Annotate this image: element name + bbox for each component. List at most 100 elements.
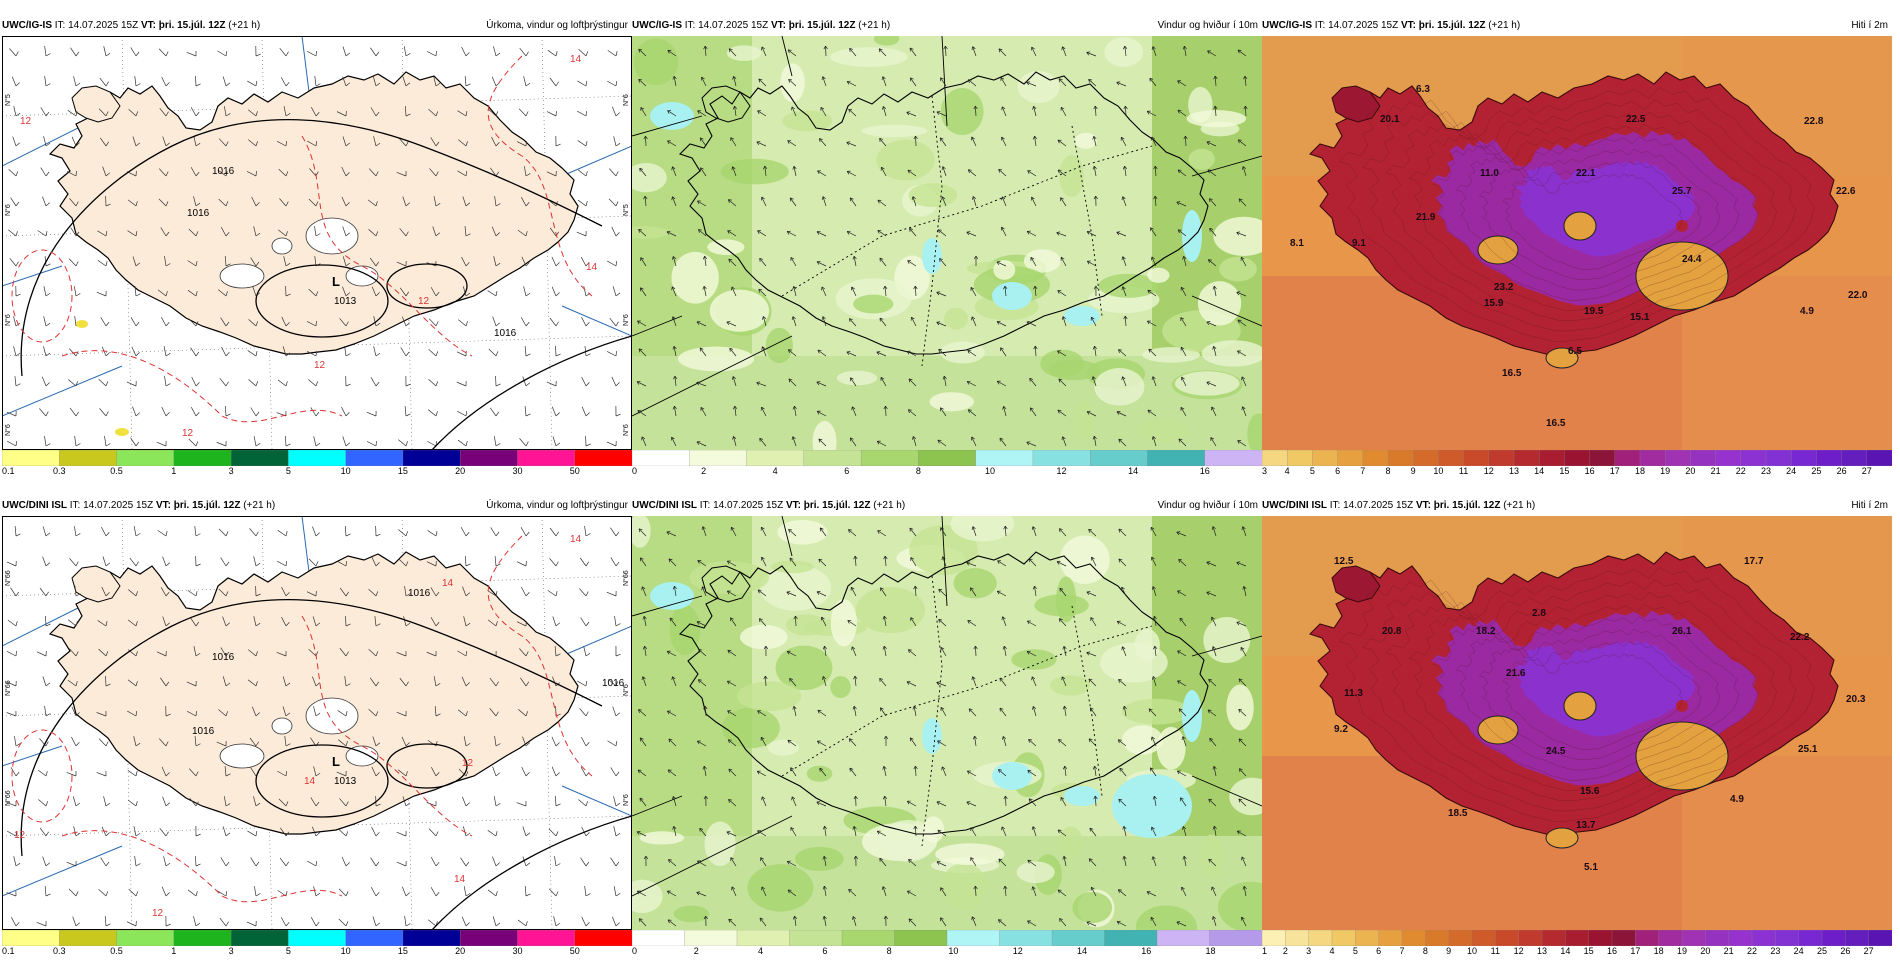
legend-tick-label: 21 <box>1711 466 1721 476</box>
temperature-label: 12 <box>14 830 26 841</box>
temperature-value-label: 22.0 <box>1848 290 1868 301</box>
wind-speed-field <box>632 36 1262 450</box>
legend-tick-label: 15 <box>398 466 408 476</box>
legend-swatch <box>1489 450 1515 466</box>
temperature-label: 12 <box>182 428 194 439</box>
temperature-label: 12 <box>418 296 430 307</box>
temperature-value-label: 16.5 <box>1546 418 1566 429</box>
legend-colorbar <box>1262 450 1892 466</box>
legend-tick-label: 16 <box>1200 466 1210 476</box>
legend-tick-label: 14 <box>1077 946 1087 956</box>
legend-swatch <box>1665 450 1691 466</box>
legend-swatch <box>1799 930 1823 946</box>
legend-tick-label: 19 <box>1677 946 1687 956</box>
legend-tick-label: 8 <box>887 946 892 956</box>
temperature-label: 14 <box>570 534 582 545</box>
legend-tick-label: 16 <box>1141 946 1151 956</box>
legend-swatch <box>1845 930 1869 946</box>
legend-tick-label: 11 <box>1491 946 1500 956</box>
weather-map[interactable] <box>632 36 1262 450</box>
temperature-value-label: 11.0 <box>1480 168 1499 179</box>
legend-swatch <box>1542 930 1566 946</box>
legend-swatch <box>1464 450 1490 466</box>
legend-swatch <box>288 450 346 466</box>
temperature-value-label: 23.2 <box>1494 282 1514 293</box>
legend-swatch <box>1514 450 1540 466</box>
legend-swatch <box>685 930 738 946</box>
legend-tick-label: 15 <box>1584 946 1594 956</box>
temperature-value-label: 22.5 <box>1626 114 1646 125</box>
legend-tick-label: 0.5 <box>110 466 123 476</box>
temperature-value-label: 18.2 <box>1476 626 1496 637</box>
temperature-value-label: 4.9 <box>1800 306 1814 317</box>
legend-swatch <box>1205 450 1262 466</box>
legend-tick-label: 11 <box>1459 466 1468 476</box>
legend-colorbar <box>632 450 1262 466</box>
legend-tick-label: 20 <box>1700 946 1710 956</box>
hot-spot <box>1676 220 1688 232</box>
temperature-label: 14 <box>304 776 316 787</box>
legend-swatch <box>1752 930 1776 946</box>
legend-swatch <box>1816 450 1842 466</box>
temperature-label: 14 <box>570 54 582 65</box>
panel-title: Úrkoma, vindur og loftþrýstingur <box>486 496 628 516</box>
svg-text:N°66: N°66 <box>622 570 630 586</box>
legend-swatch <box>117 930 175 946</box>
legend-tick-label: 0.3 <box>53 946 66 956</box>
legend-swatch <box>1659 930 1683 946</box>
temperature-label: 14 <box>442 578 454 589</box>
legend-tick-label: 14 <box>1128 466 1138 476</box>
legend-tick-label: 0.1 <box>2 946 15 956</box>
legend-tick-label: 6 <box>1376 946 1381 956</box>
temperature-value-label: 25.7 <box>1672 186 1692 197</box>
map-panel-precip: UWC/IG-IS IT: 14.07.2025 15Z VT: þri. 15… <box>2 16 632 486</box>
legend-colorbar <box>1262 930 1892 946</box>
weather-map[interactable] <box>632 516 1262 930</box>
legend-tick-label: 24 <box>1794 946 1804 956</box>
panel-header: UWC/DINI ISL IT: 14.07.2025 15Z VT: þri.… <box>1262 496 1892 516</box>
legend-tick-label: 7 <box>1399 946 1404 956</box>
weather-map[interactable]: 10161016101310161016L14141412141212N°66N… <box>2 516 632 930</box>
isobar-label: 1016 <box>408 588 431 599</box>
legend-colorbar <box>2 450 632 466</box>
init-time: IT: 14.07.2025 15Z <box>1315 20 1398 31</box>
lead-time: (+21 h) <box>1503 500 1535 511</box>
legend-tick-label: 27 <box>1864 946 1874 956</box>
legend-swatch <box>346 450 404 466</box>
temperature-value-label: 16.5 <box>1502 368 1522 379</box>
model-name: UWC/IG-IS <box>1262 20 1312 31</box>
panel-header: UWC/DINI ISL IT: 14.07.2025 15Z VT: þri.… <box>632 496 1262 516</box>
temperature-value-label: 18.5 <box>1448 808 1468 819</box>
legend-tick-label: 10 <box>341 946 351 956</box>
model-name: UWC/DINI ISL <box>632 500 697 511</box>
legend-swatch <box>1449 930 1473 946</box>
legend-tick-label: 10 <box>341 466 351 476</box>
isobar-label: 1013 <box>334 776 357 787</box>
legend-swatch <box>1210 930 1263 946</box>
legend-swatch <box>737 930 790 946</box>
temperature-value-label: 22.2 <box>1790 632 1810 643</box>
legend-tick-label: 50 <box>570 466 580 476</box>
legend-tick-label: 3 <box>229 946 234 956</box>
legend-tick-label: 13 <box>1509 466 1519 476</box>
temperature-value-label: 12.5 <box>1334 556 1354 567</box>
legend-swatch <box>2 930 60 946</box>
legend-swatch <box>2 450 60 466</box>
legend-swatch <box>346 930 404 946</box>
legend-tick-label: 18 <box>1654 946 1664 956</box>
legend-swatch <box>1355 930 1379 946</box>
legend-tick-label: 0 <box>632 946 637 956</box>
legend-swatch <box>1438 450 1464 466</box>
legend-tick-label: 30 <box>512 946 522 956</box>
isobar-label: 1016 <box>212 166 235 177</box>
legend-tick-label: 10 <box>1433 466 1443 476</box>
legend-swatch <box>517 930 575 946</box>
panel-header: UWC/IG-IS IT: 14.07.2025 15Z VT: þri. 15… <box>632 16 1262 36</box>
weather-map[interactable]: 1016101610131016L121414121212N°5N°6N°6N°… <box>2 36 632 450</box>
model-name: UWC/IG-IS <box>2 20 52 31</box>
legend-tick-label: 19 <box>1660 466 1670 476</box>
legend-swatch <box>918 450 976 466</box>
temperature-label: 12 <box>152 908 164 919</box>
